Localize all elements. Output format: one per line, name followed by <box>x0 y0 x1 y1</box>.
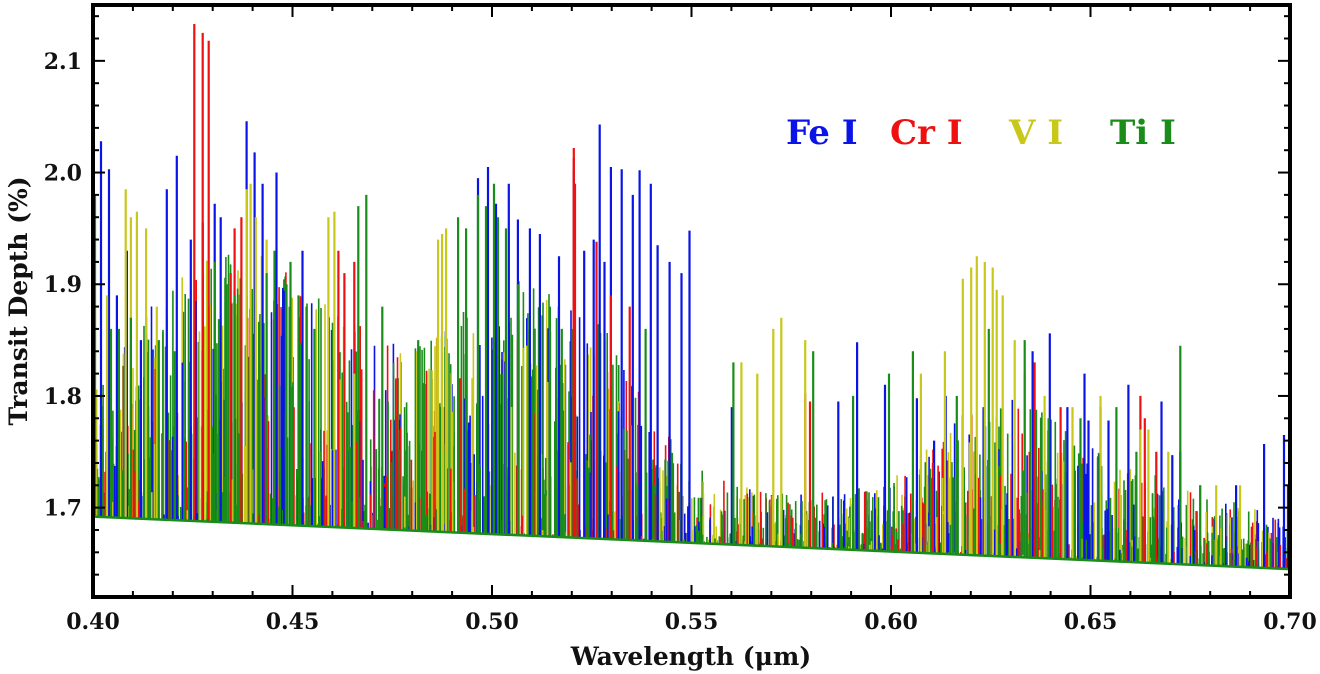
y-tick-label: 2.0 <box>44 161 82 187</box>
x-tick-labels: 0.40 0.45 0.50 0.55 0.60 0.65 0.70 <box>66 609 1317 635</box>
legend-entry: Cr I <box>890 113 963 153</box>
x-axis-title: Wavelength (μm) <box>570 642 811 671</box>
x-tick-label: 0.45 <box>266 609 320 635</box>
x-tick-label: 0.60 <box>864 609 918 635</box>
y-tick-labels: 1.7 1.8 1.9 2.0 2.1 <box>44 49 82 522</box>
series-ti-i <box>93 183 1202 566</box>
y-axis-title: Transit Depth (%) <box>4 176 33 425</box>
continuum-baseline <box>92 515 1291 571</box>
x-tick-label: 0.55 <box>665 609 719 635</box>
x-tick-label: 0.50 <box>465 609 519 635</box>
legend-entry: V I <box>1008 113 1063 153</box>
x-tick-label: 0.40 <box>66 609 120 635</box>
y-tick-label: 1.8 <box>44 384 82 410</box>
y-tick-label: 1.9 <box>44 272 82 298</box>
x-tick-label: 0.65 <box>1064 609 1118 635</box>
y-tick-label: 2.1 <box>44 49 82 75</box>
legend-entry: Ti I <box>1110 113 1176 153</box>
x-tick-label: 0.70 <box>1263 609 1317 635</box>
plot-frame <box>91 3 1292 599</box>
legend: Fe I Cr I V I Ti I <box>786 113 1176 153</box>
y-tick-label: 1.7 <box>44 496 82 522</box>
legend-entry: Fe I <box>786 113 858 153</box>
